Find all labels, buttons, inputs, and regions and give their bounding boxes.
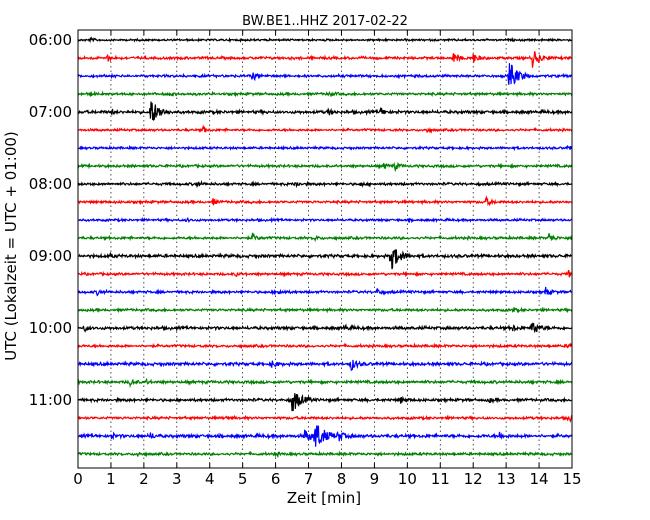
y-tick-label: 07:00 [29,103,72,121]
x-tick-label: 0 [73,470,83,488]
trace-line [77,90,573,98]
plot-frame [77,29,573,469]
trace-line [77,124,573,134]
chart-title: BW.BE1..HHZ 2017-02-22 [242,14,408,29]
x-tick-label: 4 [205,470,215,488]
trace-line [77,450,573,459]
x-tick-label: 10 [398,470,417,488]
y-tick-label: 08:00 [29,175,72,193]
trace-line [77,306,573,314]
x-tick-label: 3 [172,470,182,488]
trace-line [77,232,573,243]
y-axis-label: UTC (Lokalzeit = UTC + 01:00) [2,131,20,361]
trace-line [77,322,573,334]
x-tick-label: 15 [562,470,581,488]
x-tick-label: 13 [497,470,516,488]
x-axis-label: Zeit [min] [287,489,361,507]
y-tick-label: 09:00 [29,247,72,265]
x-tick-label: 2 [139,470,149,488]
x-tick-label: 1 [106,470,116,488]
x-tick-label: 5 [238,470,248,488]
x-tick-label: 11 [431,470,450,488]
trace-line [77,414,573,424]
y-tick-label: 11:00 [29,391,72,409]
trace-line [77,179,573,189]
x-tick-label: 9 [370,470,380,488]
trace-line [77,51,573,68]
x-tick-label: 8 [337,470,347,488]
trace-line [77,216,573,224]
x-tick-label: 14 [530,470,549,488]
trace-line [77,393,573,412]
trace-line [77,359,573,372]
trace-line [77,269,573,278]
trace-line [77,377,573,389]
trace-line [77,195,573,207]
trace-line [77,101,573,122]
x-tick-label: 6 [271,470,281,488]
y-tick-label: 06:00 [29,31,72,49]
trace-line [77,286,573,297]
y-axis: 06:00 07:00 08:00 09:00 10:00 11:00 [29,31,83,409]
trace-line [77,36,573,44]
trace-line [77,144,573,151]
x-axis: 0 1 2 3 4 5 6 7 8 9 10 11 12 13 14 15 [73,30,582,488]
y-tick-label: 10:00 [29,319,72,337]
trace-line [77,342,573,350]
trace-line [77,425,573,447]
x-tick-label: 7 [304,470,314,488]
trace-group [77,36,573,459]
trace-line [77,161,573,173]
trace-line [77,249,573,270]
trace-line [77,63,573,85]
grid-lines [110,30,540,468]
x-tick-label: 12 [464,470,483,488]
